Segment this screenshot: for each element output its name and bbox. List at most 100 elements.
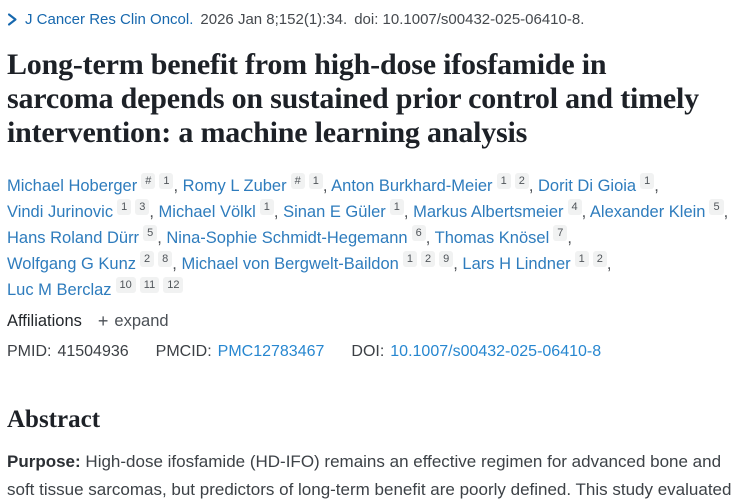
author-separator: ,: [149, 202, 154, 221]
purpose-label: Purpose:: [7, 451, 81, 471]
pmid-value: 41504936: [57, 342, 129, 360]
author-link[interactable]: Wolfgang G Kunz: [7, 254, 137, 273]
author-link[interactable]: Michael Hoberger: [7, 176, 138, 195]
author-affiliation-sup[interactable]: 8: [158, 250, 173, 268]
author-list: Michael Hoberger #1, Romy L Zuber #1, Anto…: [7, 172, 738, 303]
author-affiliation-sup[interactable]: 3: [135, 198, 150, 216]
author-separator: ,: [581, 202, 587, 221]
citation-date-info: 2026 Jan 8;152(1):34.: [200, 11, 348, 28]
plus-icon: +: [97, 311, 109, 332]
author-link[interactable]: Alexander Klein: [589, 202, 706, 221]
author-affiliation-sup[interactable]: 12: [163, 276, 184, 294]
chevron-right-icon[interactable]: [7, 13, 18, 26]
author-affiliation-sup[interactable]: 2: [420, 250, 436, 268]
author-item: Luc M Berclaz 10 11 12: [7, 276, 184, 299]
doi-group: DOI: 10.1007/s00432-025-06410-8: [351, 343, 601, 361]
author-separator: ,: [606, 254, 612, 273]
author-separator: ,: [157, 228, 162, 247]
author-affiliation-sup[interactable]: 1: [389, 198, 404, 216]
author-separator: ,: [654, 176, 659, 195]
author-affiliation-sup[interactable]: 5: [709, 198, 724, 216]
author-item: Romy L Zuber #1,: [182, 172, 328, 195]
author-affiliation-sup[interactable]: 1: [159, 172, 174, 190]
author-affiliation-sup[interactable]: 1: [496, 172, 511, 190]
author-separator: ,: [322, 176, 328, 195]
doi-link[interactable]: 10.1007/s00432-025-06410-8: [390, 342, 602, 360]
author-link[interactable]: Michael von Bergwelt-Baildon: [181, 254, 399, 273]
author-link[interactable]: Romy L Zuber: [182, 176, 287, 195]
expand-label: expand: [114, 311, 169, 330]
author-affiliation-sup[interactable]: 1: [308, 172, 323, 190]
pmid-label: PMID:: [7, 342, 52, 360]
author-affiliation-sup[interactable]: #: [141, 172, 156, 190]
author-item: Hans Roland Dürr 5,: [7, 224, 162, 247]
author-link[interactable]: Anton Burkhard-Meier: [331, 176, 493, 195]
citation-line: J Cancer Res Clin Oncol. 2026 Jan 8;152(…: [7, 11, 738, 28]
author-item: Dorit Di Gioia 1,: [538, 172, 659, 195]
author-link[interactable]: Nina-Sophie Schmidt-Hegemann: [166, 228, 408, 247]
author-affiliation-sup[interactable]: 9: [439, 250, 454, 268]
author-item: Michael Hoberger #1,: [7, 172, 179, 195]
abstract-purpose-paragraph: Purpose: High-dose ifosfamide (HD-IFO) r…: [7, 448, 738, 500]
author-separator: ,: [453, 254, 458, 273]
author-item: Michael Völkl 1,: [158, 198, 279, 221]
author-item: Nina-Sophie Schmidt-Hegemann 6,: [166, 224, 431, 247]
author-affiliation-sup[interactable]: #: [290, 172, 305, 190]
author-affiliation-sup[interactable]: 2: [140, 250, 155, 268]
affiliations-expand-button[interactable]: + expand: [98, 312, 169, 331]
author-link[interactable]: Michael Völkl: [158, 202, 256, 221]
author-separator: ,: [528, 176, 534, 195]
author-affiliation-sup[interactable]: 7: [553, 224, 568, 242]
affiliations-row: Affiliations + expand: [7, 312, 738, 331]
author-separator: ,: [172, 254, 177, 273]
author-affiliation-sup[interactable]: 1: [640, 172, 655, 190]
author-item: Alexander Klein 5,: [589, 198, 729, 221]
journal-link[interactable]: J Cancer Res Clin Oncol.: [25, 11, 194, 28]
author-separator: ,: [403, 202, 409, 221]
author-separator: ,: [425, 228, 431, 247]
author-affiliation-sup[interactable]: 11: [139, 276, 160, 294]
author-link[interactable]: Lars H Lindner: [462, 254, 571, 273]
citation-doi: doi: 10.1007/s00432-025-06410-8.: [354, 11, 585, 28]
author-affiliation-sup[interactable]: 1: [402, 250, 417, 268]
pmcid-link[interactable]: PMC12783467: [217, 342, 325, 360]
author-link[interactable]: Markus Albertsmeier: [413, 202, 564, 221]
author-item: Sinan E Güler 1,: [283, 198, 409, 221]
author-separator: ,: [273, 202, 279, 221]
author-item: Wolfgang G Kunz 2 8,: [7, 250, 177, 273]
affiliations-label: Affiliations: [7, 311, 82, 330]
pmcid-group: PMCID: PMC12783467: [156, 343, 325, 361]
author-item: Markus Albertsmeier 4,: [413, 198, 587, 221]
author-affiliation-sup[interactable]: 5: [143, 224, 158, 242]
author-link[interactable]: Dorit Di Gioia: [538, 176, 637, 195]
author-link[interactable]: Thomas Knösel: [434, 228, 550, 247]
author-link[interactable]: Vindi Jurinovic: [7, 202, 114, 221]
author-separator: ,: [173, 176, 179, 195]
author-affiliation-sup[interactable]: 4: [567, 198, 582, 216]
author-affiliation-sup[interactable]: 10: [115, 276, 136, 294]
author-item: Thomas Knösel 7,: [434, 224, 572, 247]
author-item: Vindi Jurinovic 1 3,: [7, 198, 154, 221]
article-title: Long-term benefit from high-dose ifosfam…: [7, 48, 699, 149]
author-link[interactable]: Sinan E Güler: [283, 202, 386, 221]
pmcid-label: PMCID:: [155, 342, 212, 360]
author-item: Lars H Lindner 1 2,: [462, 250, 612, 273]
author-affiliation-sup[interactable]: 2: [514, 172, 529, 190]
identifiers-row: PMID: 41504936 PMCID: PMC12783467 DOI: 1…: [7, 343, 738, 361]
pmid-group: PMID: 41504936: [7, 343, 129, 361]
author-affiliation-sup[interactable]: 1: [259, 198, 274, 216]
author-affiliation-sup[interactable]: 6: [411, 224, 426, 242]
abstract-heading: Abstract: [7, 405, 101, 433]
author-link[interactable]: Hans Roland Dürr: [7, 228, 140, 247]
author-separator: ,: [567, 228, 572, 247]
author-item: Michael von Bergwelt-Baildon 1 2 9,: [181, 250, 458, 273]
author-separator: ,: [723, 202, 729, 221]
author-affiliation-sup[interactable]: 1: [117, 198, 132, 216]
author-affiliation-sup[interactable]: 2: [592, 250, 607, 268]
doi-label: DOI:: [351, 342, 385, 360]
author-affiliation-sup[interactable]: 1: [574, 250, 589, 268]
purpose-text: High-dose ifosfamide (HD-IFO) remains an…: [7, 451, 732, 500]
author-item: Anton Burkhard-Meier 1 2,: [331, 172, 534, 195]
author-link[interactable]: Luc M Berclaz: [7, 280, 112, 299]
